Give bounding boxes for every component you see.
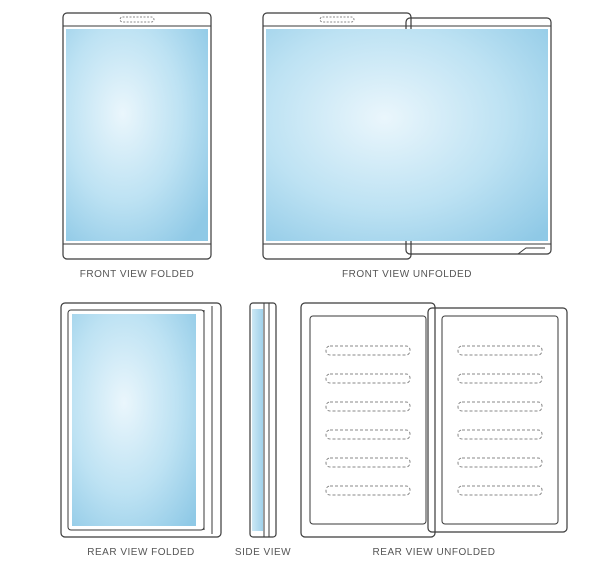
rear-folded-svg (60, 302, 222, 538)
side-svg (249, 302, 277, 538)
panel-front-unfolded (262, 12, 552, 260)
caption-side: SIDE VIEW (229, 547, 297, 558)
rear-unfolded-svg (300, 302, 568, 538)
grill-right (458, 346, 542, 495)
front-folded-svg (62, 12, 212, 260)
panel-rear-unfolded (300, 302, 568, 538)
caption-front-unfolded: FRONT VIEW UNFOLDED (262, 269, 552, 280)
caption-front-folded: FRONT VIEW FOLDED (62, 269, 212, 280)
front-unfolded-svg (262, 12, 552, 260)
grill-left (326, 346, 410, 495)
caption-rear-unfolded: REAR VIEW UNFOLDED (300, 547, 568, 558)
caption-rear-folded: REAR VIEW FOLDED (60, 547, 222, 558)
panel-side (249, 302, 277, 538)
panel-front-folded (62, 12, 212, 260)
panel-rear-folded (60, 302, 222, 538)
